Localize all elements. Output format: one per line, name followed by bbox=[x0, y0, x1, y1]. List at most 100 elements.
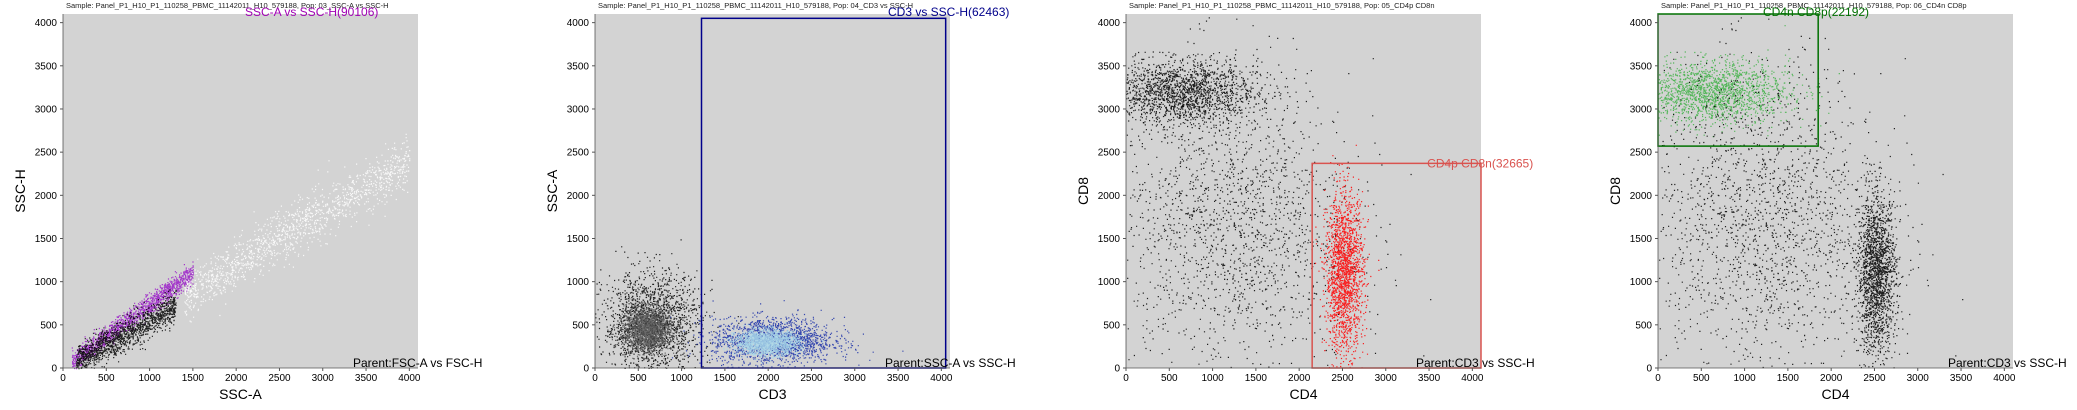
plot-title: Sample: Panel_P1_H10_P1_110258_PBMC_1114… bbox=[66, 1, 389, 10]
y-tick-label: 3500 bbox=[35, 61, 58, 72]
x-tick-label: 2500 bbox=[800, 373, 823, 384]
y-tick-label: 500 bbox=[40, 320, 57, 331]
x-tick-label: 3000 bbox=[1375, 373, 1398, 384]
gate-label: CD4n CD8p(22192) bbox=[1763, 5, 1869, 19]
y-tick-label: 1000 bbox=[35, 277, 58, 288]
y-tick-label: 3500 bbox=[567, 61, 590, 72]
y-tick-label: 2000 bbox=[567, 191, 590, 202]
population-points bbox=[76, 289, 177, 370]
population-gated bbox=[71, 261, 194, 370]
y-tick-label: 0 bbox=[1646, 364, 1652, 375]
event-cloud bbox=[1658, 17, 1964, 369]
parent-label: Parent:FSC-A vs FSC-H bbox=[353, 356, 482, 370]
x-tick-label: 2500 bbox=[1863, 373, 1886, 384]
y-axis-label: CD8 bbox=[1607, 177, 1623, 205]
y-tick-label: 4000 bbox=[1630, 18, 1653, 29]
y-tick-label: 3000 bbox=[567, 104, 590, 115]
x-tick-label: 1500 bbox=[1777, 373, 1800, 384]
y-tick-label: 1500 bbox=[567, 234, 590, 245]
plot-title: Sample: Panel_P1_H10_P1_110258_PBMC_1114… bbox=[1661, 1, 1967, 10]
y-tick-label: 0 bbox=[51, 364, 57, 375]
x-tick-label: 0 bbox=[1123, 373, 1129, 384]
x-tick-label: 3000 bbox=[844, 373, 867, 384]
y-tick-label: 4000 bbox=[35, 18, 58, 29]
x-axis-label: CD4 bbox=[1821, 386, 1849, 402]
y-tick-label: 3000 bbox=[35, 104, 58, 115]
plot-panel-3: Sample: Panel_P1_H10_P1_110258_PBMC_1114… bbox=[1075, 1, 1535, 402]
x-tick-label: 1500 bbox=[1245, 373, 1268, 384]
population-CD3-neg-core bbox=[611, 284, 686, 361]
y-tick-label: 1500 bbox=[35, 234, 58, 245]
x-tick-label: 2500 bbox=[1331, 373, 1354, 384]
x-tick-label: 2000 bbox=[757, 373, 780, 384]
x-tick-label: 3000 bbox=[312, 373, 335, 384]
x-tick-label: 3500 bbox=[887, 373, 910, 384]
y-tick-label: 4000 bbox=[1098, 18, 1121, 29]
x-tick-label: 500 bbox=[1693, 373, 1710, 384]
population-CD8-pos bbox=[1658, 25, 1840, 138]
population-CD3-neg bbox=[595, 239, 757, 370]
x-tick-label: 2000 bbox=[1820, 373, 1843, 384]
y-tick-label: 1000 bbox=[567, 277, 590, 288]
plot-background bbox=[63, 14, 418, 368]
y-tick-label: 500 bbox=[1635, 320, 1652, 331]
x-tick-label: 1000 bbox=[1733, 373, 1756, 384]
population-points bbox=[718, 322, 824, 364]
y-tick-label: 2500 bbox=[35, 148, 58, 159]
plot-background bbox=[1658, 14, 2013, 368]
x-tick-label: 0 bbox=[60, 373, 66, 384]
y-tick-label: 2000 bbox=[35, 191, 58, 202]
plot-panel-2: Sample: Panel_P1_H10_P1_110258_PBMC_1114… bbox=[544, 1, 1016, 402]
x-tick-label: 0 bbox=[1655, 373, 1661, 384]
parent-label: Parent:SSC-A vs SSC-H bbox=[885, 356, 1016, 370]
event-cloud bbox=[595, 239, 904, 370]
x-tick-label: 4000 bbox=[398, 373, 421, 384]
x-tick-label: 3500 bbox=[1418, 373, 1441, 384]
x-tick-label: 2500 bbox=[268, 373, 291, 384]
x-tick-label: 500 bbox=[1161, 373, 1178, 384]
population-CD8-pos bbox=[1126, 25, 1308, 139]
gate-label: CD4p CD8n(32665) bbox=[1427, 156, 1533, 170]
event-cloud bbox=[1126, 17, 1432, 369]
population-ungated bbox=[76, 289, 177, 370]
x-tick-label: 2000 bbox=[225, 373, 248, 384]
y-tick-label: 2500 bbox=[567, 148, 590, 159]
y-tick-label: 4000 bbox=[567, 18, 590, 29]
y-tick-label: 0 bbox=[1114, 364, 1120, 375]
x-tick-label: 2000 bbox=[1288, 373, 1311, 384]
y-axis-label: CD8 bbox=[1075, 177, 1091, 205]
plot-panel-4: Sample: Panel_P1_H10_P1_110258_PBMC_1114… bbox=[1607, 1, 2067, 402]
plot-title: Sample: Panel_P1_H10_P1_110258_PBMC_1114… bbox=[1129, 1, 1435, 10]
population-points bbox=[184, 133, 411, 323]
x-tick-label: 3500 bbox=[1950, 373, 1973, 384]
y-tick-label: 1500 bbox=[1630, 234, 1653, 245]
x-tick-label: 4000 bbox=[1461, 373, 1484, 384]
population-points bbox=[71, 261, 194, 370]
x-tick-label: 0 bbox=[592, 373, 598, 384]
y-tick-label: 500 bbox=[572, 320, 589, 331]
event-cloud bbox=[71, 133, 411, 370]
population-points bbox=[611, 284, 686, 361]
x-tick-label: 1000 bbox=[138, 373, 161, 384]
gate-label: SSC-A vs SSC-H(90106) bbox=[245, 5, 378, 19]
y-tick-label: 500 bbox=[1103, 320, 1120, 331]
y-tick-label: 0 bbox=[583, 364, 589, 375]
y-tick-label: 3500 bbox=[1098, 61, 1121, 72]
parent-label: Parent:CD3 vs SSC-H bbox=[1948, 356, 2067, 370]
population-points bbox=[1658, 25, 1840, 138]
x-tick-label: 500 bbox=[98, 373, 115, 384]
y-tick-label: 1000 bbox=[1098, 277, 1121, 288]
population-CD3-pos-core bbox=[718, 322, 824, 364]
plot-title: Sample: Panel_P1_H10_P1_110258_PBMC_1114… bbox=[598, 1, 913, 10]
plot-panel-1: Sample: Panel_P1_H10_P1_110258_PBMC_1114… bbox=[12, 1, 482, 402]
y-tick-label: 1500 bbox=[1098, 234, 1121, 245]
x-axis-label: CD3 bbox=[758, 386, 786, 402]
x-tick-label: 1500 bbox=[182, 373, 205, 384]
x-tick-label: 4000 bbox=[930, 373, 953, 384]
population-points bbox=[595, 239, 757, 370]
y-tick-label: 3000 bbox=[1098, 104, 1121, 115]
x-tick-label: 1500 bbox=[714, 373, 737, 384]
x-tick-label: 4000 bbox=[1993, 373, 2016, 384]
y-axis-label: SSC-H bbox=[12, 169, 28, 213]
